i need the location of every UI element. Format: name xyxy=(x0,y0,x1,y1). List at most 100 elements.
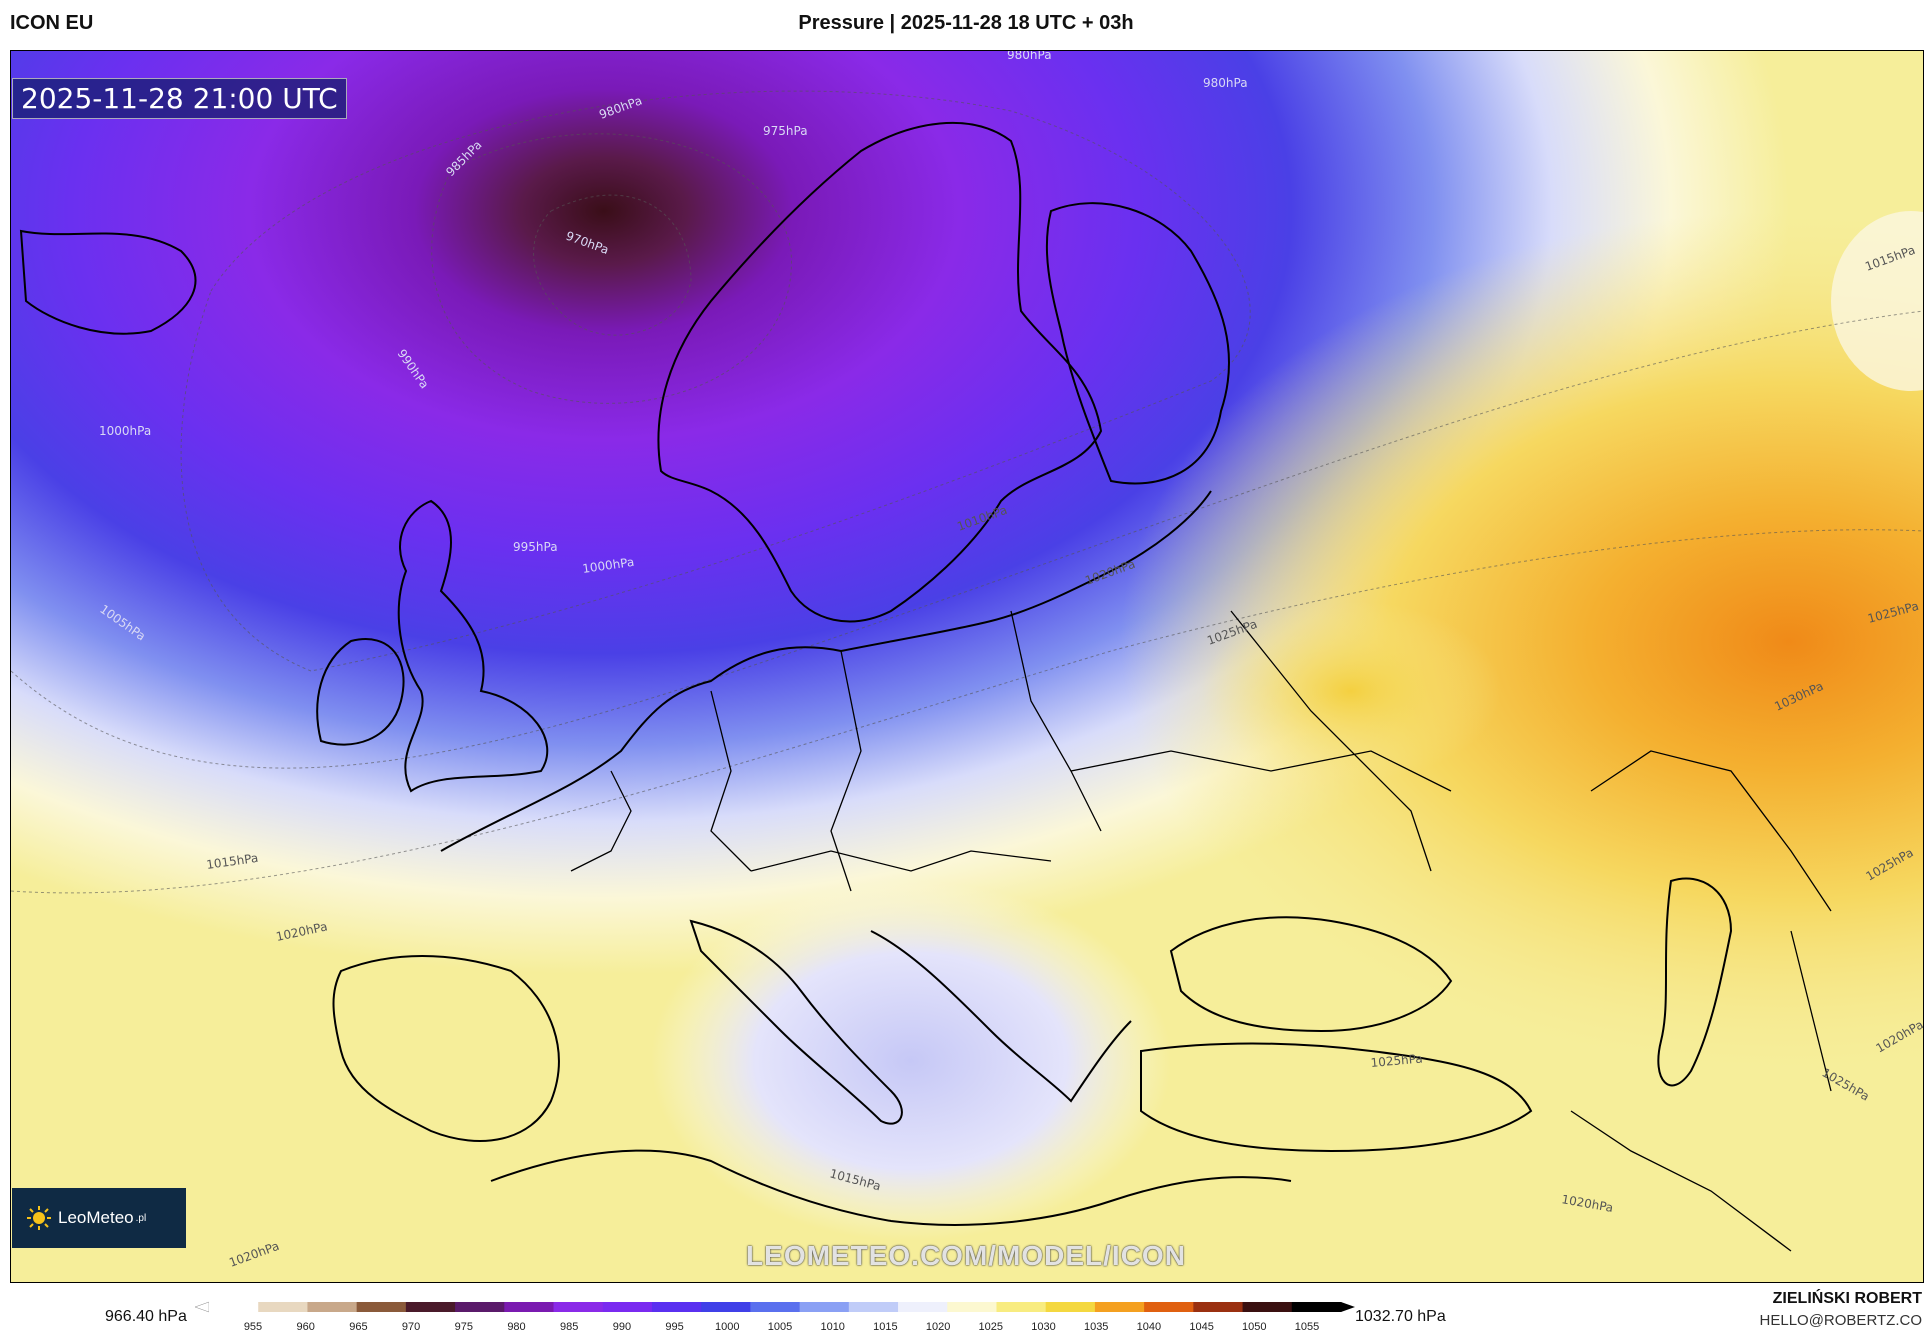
colorbar-tick-label: 970 xyxy=(402,1321,420,1333)
isobar-label: 995hPa xyxy=(513,540,558,554)
balkans-coast xyxy=(870,930,1132,1103)
country-border xyxy=(710,690,752,872)
isobar-label: 1000hPa xyxy=(99,424,151,438)
colorbar-tick-label: 1010 xyxy=(820,1321,844,1333)
colorbar-tick-label: 1050 xyxy=(1242,1321,1266,1333)
colorbar-tick-label: 1025 xyxy=(979,1321,1003,1333)
scandinavia-coast xyxy=(657,121,1103,623)
country-border xyxy=(1570,1110,1792,1252)
colorbar-min-arrow xyxy=(195,1301,210,1313)
watermark-url: LEOMETEO.COM/MODEL/ICON xyxy=(746,1240,1186,1271)
isobar-lines xyxy=(11,90,1923,894)
colorbar-segment xyxy=(701,1302,751,1312)
iceland-coast xyxy=(19,229,197,335)
colorbar-segment xyxy=(947,1302,997,1312)
mediterranean-low-field xyxy=(651,881,1171,1241)
caspian-coast xyxy=(1657,877,1733,1087)
country-border xyxy=(1010,610,1102,832)
colorbar-tick-label: 1040 xyxy=(1137,1321,1161,1333)
pressure-map[interactable]: 980hPa 975hPa 985hPa 970hPa 990hPa 1000h… xyxy=(10,50,1924,1283)
country-border xyxy=(1790,930,1832,1092)
colorbar-segment xyxy=(553,1302,604,1312)
author-email[interactable]: HELLO@ROBERTZ.CO xyxy=(1759,1312,1922,1329)
chart-title: Pressure | 2025-11-28 18 UTC + 03h xyxy=(798,12,1134,34)
turkey-coast xyxy=(1140,1042,1533,1153)
country-border xyxy=(1590,750,1832,912)
colorbar-tick-label: 990 xyxy=(613,1321,631,1333)
author-name: ZIELIŃSKI ROBERT xyxy=(1772,1290,1922,1307)
coastlines xyxy=(19,121,1733,1226)
country-border xyxy=(750,850,1052,872)
isobar-line xyxy=(533,194,692,336)
colorbar-segment xyxy=(602,1302,653,1312)
colorbar-segment xyxy=(1144,1302,1194,1312)
valid-time-badge: 2025-11-28 21:00 UTC xyxy=(12,78,347,119)
isobar-label: 975hPa xyxy=(763,124,808,138)
model-name: ICON EU xyxy=(10,12,94,34)
colorbar-tick-label: 980 xyxy=(507,1321,525,1333)
country-border xyxy=(570,770,632,872)
colorbar-tick-label: 975 xyxy=(455,1321,473,1333)
legend-max-value: 1032.70 hPa xyxy=(1355,1308,1446,1325)
colorbar-segment xyxy=(898,1302,948,1312)
country-borders xyxy=(570,610,1832,1252)
pressure-colorbar: 955 960 965 970 975 980 985 990 995 1000 1005 1010 1… xyxy=(195,1301,1355,1333)
colorbar-segment xyxy=(651,1302,702,1312)
ireland-coast xyxy=(316,638,405,746)
legend-min-value: 966.40 hPa xyxy=(105,1308,187,1325)
colorbar-tick-label: 995 xyxy=(665,1321,683,1333)
colorbar-tick-label: 1055 xyxy=(1295,1321,1319,1333)
isobar-line xyxy=(431,133,792,404)
sun-icon xyxy=(27,1206,51,1230)
country-border xyxy=(830,650,862,892)
colorbar-tick-label: 1000 xyxy=(715,1321,739,1333)
russia-high-field xyxy=(1201,601,1501,781)
colorbar-tick-label: 1035 xyxy=(1084,1321,1108,1333)
colorbar-tick-label: 955 xyxy=(244,1321,262,1333)
colorbar-segment xyxy=(848,1302,899,1312)
colorbar-segment xyxy=(1193,1302,1244,1312)
colorbar-segment xyxy=(258,1302,308,1312)
logo-suffix: .pl xyxy=(135,1212,147,1224)
colorbar-segment xyxy=(307,1302,358,1312)
colorbar-tick-label: 1020 xyxy=(926,1321,950,1333)
colorbar-segment xyxy=(1045,1302,1096,1312)
isobar-line xyxy=(180,90,1251,672)
leometeo-logo[interactable]: LeoMeteo .pl xyxy=(12,1188,186,1248)
colorbar-segment xyxy=(1291,1302,1342,1312)
colorbar-segment xyxy=(1094,1302,1145,1312)
colorbar-segment xyxy=(405,1302,456,1312)
isobar-line xyxy=(11,529,1923,894)
colorbar-tick-label: 1005 xyxy=(768,1321,792,1333)
iberia-coast xyxy=(332,955,560,1142)
colorbar-segment xyxy=(996,1302,1047,1312)
black-sea-coast xyxy=(1169,916,1453,1033)
colorbar-segment xyxy=(504,1302,555,1312)
logo-text: LeoMeteo xyxy=(58,1208,134,1227)
italy-coast xyxy=(689,919,903,1125)
colorbar-segment xyxy=(455,1302,505,1312)
north-africa-coast xyxy=(490,1149,1292,1226)
isobar-label: 980hPa xyxy=(1007,51,1052,62)
colorbar-tick-label: 960 xyxy=(297,1321,315,1333)
colorbar-segment xyxy=(799,1302,850,1312)
great-britain-coast xyxy=(397,499,549,793)
colorbar-segment xyxy=(209,1302,259,1312)
colorbar-tick-label: 1045 xyxy=(1189,1321,1213,1333)
colorbar-segment xyxy=(356,1302,407,1312)
atlantic-high-field xyxy=(11,901,121,1181)
colorbar-tick-label: 1015 xyxy=(873,1321,897,1333)
isobar-label: 1025hPa xyxy=(1370,1051,1423,1069)
map-canvas: 980hPa 975hPa 985hPa 970hPa 990hPa 1000h… xyxy=(11,51,1923,1282)
continental-coast xyxy=(440,490,1212,852)
colorbar-segment xyxy=(1242,1302,1293,1312)
country-border xyxy=(1070,750,1452,792)
finland-coast xyxy=(1045,202,1231,485)
colorbar-tick-label: 1030 xyxy=(1031,1321,1055,1333)
isobar-label: 980hPa xyxy=(1203,76,1248,90)
colorbar-tick-label: 965 xyxy=(349,1321,367,1333)
colorbar-segment xyxy=(750,1302,801,1312)
country-border xyxy=(1230,610,1432,872)
arctic-high-field xyxy=(1831,211,1923,391)
colorbar-tick-label: 985 xyxy=(560,1321,578,1333)
